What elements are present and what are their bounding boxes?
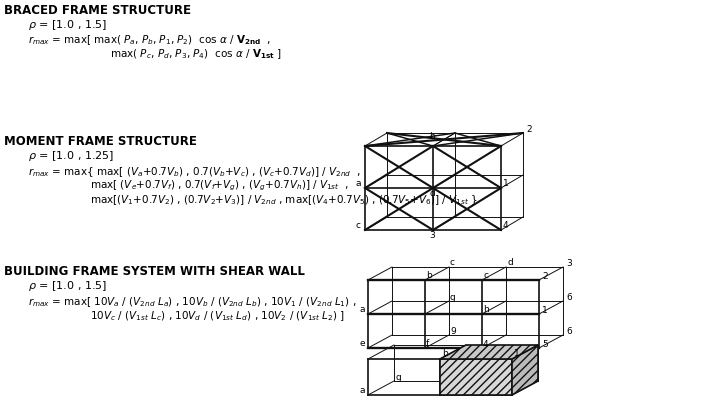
Text: 10$V_c$ / ($V_{1st}$ $L_c$) , 10$V_d$ / ($V_{1st}$ $L_d$) , 10$V_2$ / ($V_{1st}$: 10$V_c$ / ($V_{1st}$ $L_c$) , 10$V_d$ / … [90,309,345,323]
Text: f: f [426,339,429,348]
Text: 6: 6 [566,327,572,336]
Text: a: a [359,305,364,314]
Text: BRACED FRAME STRUCTURE: BRACED FRAME STRUCTURE [4,4,191,17]
Text: c: c [356,221,361,230]
Text: max[($V_1$+0.7$V_2$) , (0.7$V_2$+$V_3$)] / $V_{2nd}$ , max[($V_4$+0.7$V_5$) , (0: max[($V_1$+0.7$V_2$) , (0.7$V_2$+$V_3$)]… [90,193,478,207]
Text: max( $P_c$, $P_d$, $P_3$, $P_4$)  cos $\alpha$ / $\mathbf{V_{1st}}$ ]: max( $P_c$, $P_d$, $P_3$, $P_4$) cos $\a… [110,47,282,61]
Text: BUILDING FRAME SYSTEM WITH SHEAR WALL: BUILDING FRAME SYSTEM WITH SHEAR WALL [4,265,305,278]
Text: $\rho$ = [1.0 , 1.25]: $\rho$ = [1.0 , 1.25] [28,149,114,163]
Text: a: a [359,386,364,395]
Text: $\rho$ = [1.0 , 1.5]: $\rho$ = [1.0 , 1.5] [28,279,107,293]
Polygon shape [440,345,538,359]
Text: b: b [442,349,448,358]
Text: 4: 4 [483,340,489,349]
Text: d: d [429,189,435,198]
Text: a: a [356,179,361,188]
Text: b: b [426,271,432,280]
Text: 5: 5 [542,340,548,349]
Text: g: g [395,373,401,382]
Polygon shape [512,345,538,395]
Text: b: b [429,132,435,141]
Text: 6: 6 [566,293,572,302]
Text: 2: 2 [542,272,548,281]
Text: 1: 1 [514,349,520,358]
Text: e: e [359,339,364,348]
Text: 9: 9 [450,327,456,336]
Text: 3: 3 [566,259,572,268]
Text: 3: 3 [429,231,435,240]
Text: h: h [483,305,489,314]
Text: c: c [450,258,455,267]
Text: $\rho$ = [1.0 , 1.5]: $\rho$ = [1.0 , 1.5] [28,18,107,32]
Text: $r_{max}$ = max[ 10$V_a$ / ($V_{2nd}$ $L_a$) , 10$V_b$ / ($V_{2nd}$ $L_b$) , 10$: $r_{max}$ = max[ 10$V_a$ / ($V_{2nd}$ $L… [28,295,356,309]
Text: 4: 4 [503,221,508,230]
Text: MOMENT FRAME STRUCTURE: MOMENT FRAME STRUCTURE [4,135,197,148]
Text: $r_{max}$ = max{ max[ ($V_a$+0.7$V_b$) , 0.7($V_b$+$V_c$) , ($V_c$+0.7$V_d$)] / : $r_{max}$ = max{ max[ ($V_a$+0.7$V_b$) ,… [28,165,361,179]
Polygon shape [440,359,512,395]
Text: 2: 2 [526,125,531,134]
Text: max[ ($V_e$+0.7$V_f$) , 0.7($V_f$+$V_g$) , ($V_g$+0.7$V_h$)] / $V_{1st}$  ,: max[ ($V_e$+0.7$V_f$) , 0.7($V_f$+$V_g$)… [90,179,349,194]
Text: 1: 1 [503,179,509,188]
Text: d: d [507,258,513,267]
Text: g: g [450,293,456,302]
Text: $r_{max}$ = max[ max( $P_a$, $P_b$, $P_1$, $P_2$)  cos $\alpha$ / $\mathbf{V_{2n: $r_{max}$ = max[ max( $P_a$, $P_b$, $P_1… [28,33,271,47]
Text: 1: 1 [542,306,548,315]
Text: c: c [483,271,488,280]
